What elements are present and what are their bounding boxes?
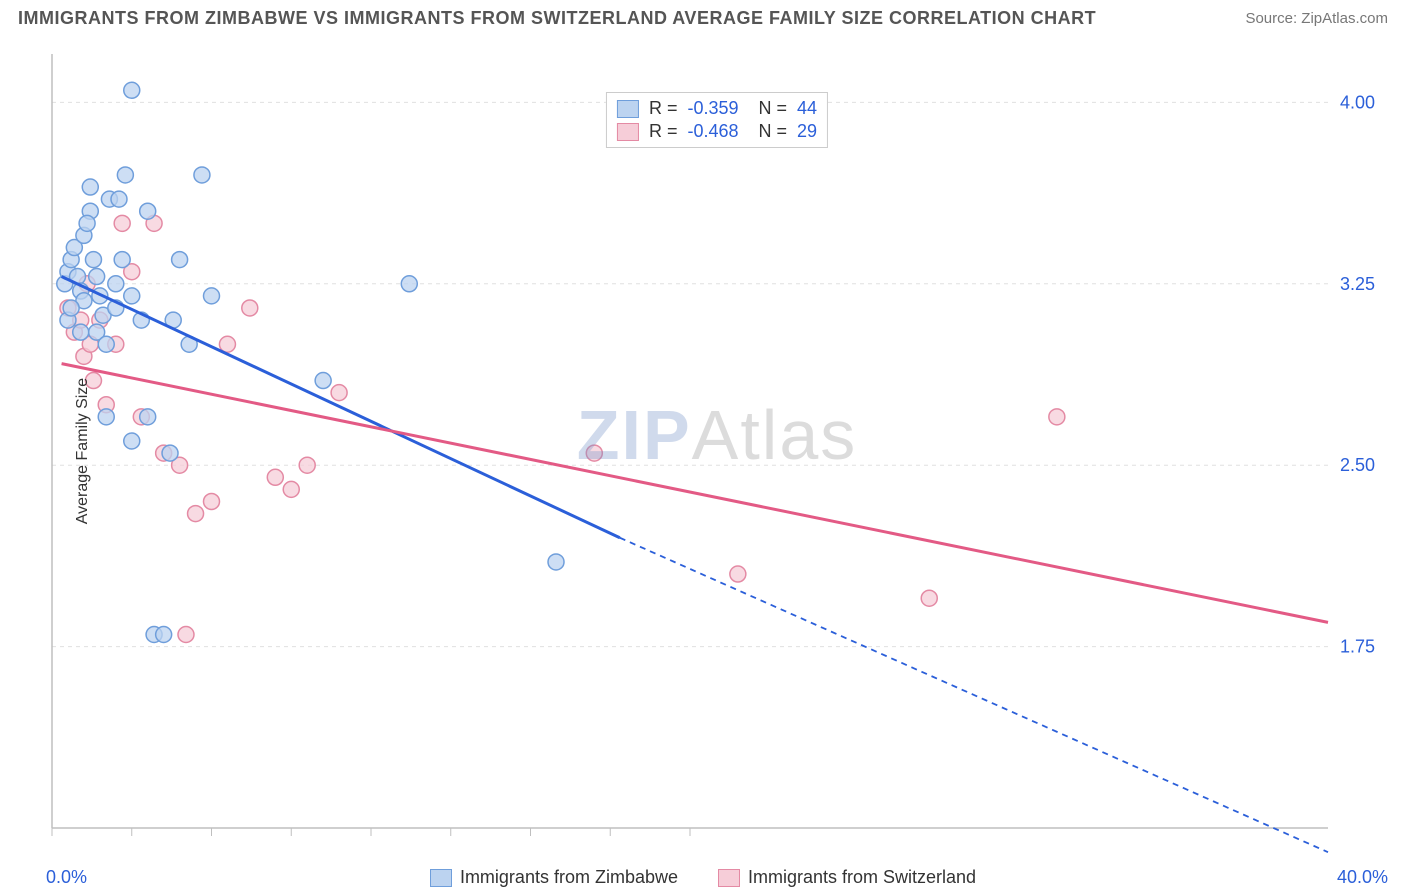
data-point bbox=[111, 191, 127, 207]
data-point bbox=[63, 300, 79, 316]
n-label: N = bbox=[759, 121, 788, 142]
data-point bbox=[178, 627, 194, 643]
data-point bbox=[114, 215, 130, 231]
scatter-chart: 1.75 2.50 3.25 4.00 bbox=[46, 44, 1388, 858]
legend-swatch bbox=[617, 123, 639, 141]
n-value: 44 bbox=[797, 98, 817, 119]
data-point bbox=[156, 627, 172, 643]
r-value: -0.468 bbox=[687, 121, 738, 142]
y-tick-label: 2.50 bbox=[1340, 455, 1375, 475]
data-point bbox=[117, 167, 133, 183]
data-point bbox=[82, 179, 98, 195]
trend-line bbox=[62, 277, 620, 538]
y-tick-label: 1.75 bbox=[1340, 637, 1375, 657]
data-point bbox=[73, 324, 89, 340]
data-point bbox=[194, 167, 210, 183]
data-point bbox=[1049, 409, 1065, 425]
data-point bbox=[242, 300, 258, 316]
data-point bbox=[172, 252, 188, 268]
data-point bbox=[124, 82, 140, 98]
data-point bbox=[315, 373, 331, 389]
data-point bbox=[283, 481, 299, 497]
data-point bbox=[79, 215, 95, 231]
data-point bbox=[98, 409, 114, 425]
legend-correlation-row: R = -0.359 N = 44 bbox=[617, 97, 817, 120]
data-point bbox=[331, 385, 347, 401]
legend-bottom: Immigrants from Zimbabwe Immigrants from … bbox=[0, 867, 1406, 888]
legend-correlation-box: R = -0.359 N = 44 R = -0.468 N = 29 bbox=[606, 92, 828, 148]
legend-swatch bbox=[718, 869, 740, 887]
data-point bbox=[98, 336, 114, 352]
legend-label: Immigrants from Switzerland bbox=[748, 867, 976, 888]
n-value: 29 bbox=[797, 121, 817, 142]
y-axis-label: Average Family Size bbox=[74, 378, 92, 524]
y-tick-label: 3.25 bbox=[1340, 274, 1375, 294]
legend-swatch bbox=[430, 869, 452, 887]
r-value: -0.359 bbox=[687, 98, 738, 119]
data-point bbox=[124, 433, 140, 449]
legend-label: Immigrants from Zimbabwe bbox=[460, 867, 678, 888]
data-point bbox=[730, 566, 746, 582]
data-point bbox=[140, 203, 156, 219]
trend-line bbox=[62, 364, 1328, 623]
trend-line-extension bbox=[620, 538, 1328, 852]
data-point bbox=[89, 269, 105, 285]
r-label: R = bbox=[649, 98, 678, 119]
data-point bbox=[401, 276, 417, 292]
data-point bbox=[586, 445, 602, 461]
data-point bbox=[267, 469, 283, 485]
r-label: R = bbox=[649, 121, 678, 142]
source-label: Source: ZipAtlas.com bbox=[1245, 10, 1388, 27]
data-point bbox=[188, 506, 204, 522]
data-point bbox=[162, 445, 178, 461]
data-point bbox=[140, 409, 156, 425]
n-label: N = bbox=[759, 98, 788, 119]
legend-swatch bbox=[617, 100, 639, 118]
data-point bbox=[124, 288, 140, 304]
chart-area: Average Family Size 1.752.503.254.00 ZIP… bbox=[46, 44, 1388, 858]
legend-item: Immigrants from Zimbabwe bbox=[430, 867, 678, 888]
data-point bbox=[299, 457, 315, 473]
page-title: IMMIGRANTS FROM ZIMBABWE VS IMMIGRANTS F… bbox=[18, 8, 1096, 29]
data-point bbox=[548, 554, 564, 570]
legend-item: Immigrants from Switzerland bbox=[718, 867, 976, 888]
data-point bbox=[85, 252, 101, 268]
data-point bbox=[921, 590, 937, 606]
data-point bbox=[114, 252, 130, 268]
legend-correlation-row: R = -0.468 N = 29 bbox=[617, 120, 817, 143]
data-point bbox=[219, 336, 235, 352]
y-tick-label: 4.00 bbox=[1340, 92, 1375, 112]
data-point bbox=[204, 288, 220, 304]
data-point bbox=[204, 493, 220, 509]
data-point bbox=[108, 276, 124, 292]
